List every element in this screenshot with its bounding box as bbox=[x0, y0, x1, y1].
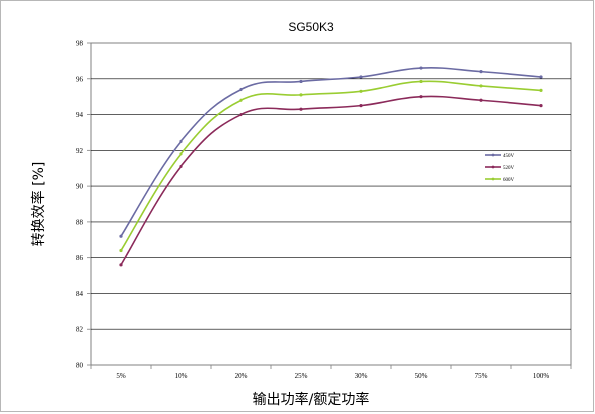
y-tick-label-86: 86 bbox=[76, 254, 84, 262]
data-point-450V-7 bbox=[479, 70, 483, 74]
legend-label-450V: 450V bbox=[503, 154, 515, 159]
data-point-520V-6 bbox=[419, 95, 423, 99]
data-point-450V-1 bbox=[119, 234, 123, 238]
data-point-600V-3 bbox=[239, 98, 243, 102]
data-point-600V-8 bbox=[539, 88, 543, 93]
data-point-450V-4 bbox=[299, 79, 303, 84]
data-point-450V-2 bbox=[179, 139, 183, 143]
y-tick-label-96: 96 bbox=[76, 75, 84, 83]
y-tick-label-98: 98 bbox=[76, 40, 84, 48]
x-axis-title: 输出功率/额定功率 bbox=[253, 391, 370, 408]
y-tick-label-84: 84 bbox=[76, 290, 84, 298]
data-point-450V-3 bbox=[239, 87, 243, 92]
data-point-600V-1 bbox=[119, 248, 123, 253]
data-point-600V-6 bbox=[419, 79, 423, 84]
data-point-520V-7 bbox=[479, 98, 483, 102]
x-tick-label-2: 10% bbox=[175, 372, 188, 380]
data-point-450V-8 bbox=[539, 75, 543, 79]
legend-label-520V: 520V bbox=[503, 166, 515, 171]
y-tick-label-80: 80 bbox=[76, 362, 84, 370]
data-point-450V-6 bbox=[419, 66, 423, 70]
data-point-600V-7 bbox=[479, 84, 483, 88]
y-tick-label-82: 82 bbox=[76, 326, 84, 334]
data-point-520V-5 bbox=[359, 104, 363, 108]
y-tick-labels: 80 82 84 86 88 90 92 94 96 98 bbox=[76, 40, 91, 370]
legend-label-600V: 600V bbox=[503, 178, 515, 183]
data-point-450V-5 bbox=[359, 75, 363, 79]
legend-marker-450V bbox=[491, 153, 495, 157]
data-point-600V-2 bbox=[179, 152, 183, 156]
x-tick-label-1: 5% bbox=[116, 372, 126, 380]
legend-marker-520V bbox=[491, 165, 495, 169]
legend-marker-600V bbox=[491, 177, 495, 181]
y-tick-label-92: 92 bbox=[76, 147, 84, 155]
x-tick-label-7: 75% bbox=[475, 372, 488, 380]
data-point-520V-3 bbox=[239, 112, 243, 117]
y-tick-label-94: 94 bbox=[76, 111, 84, 119]
data-point-520V-1 bbox=[119, 263, 123, 267]
data-point-520V-2 bbox=[179, 164, 183, 169]
grid-lines bbox=[91, 78, 571, 330]
data-point-600V-4 bbox=[299, 93, 303, 97]
x-tick-label-8: 100% bbox=[533, 372, 550, 380]
chart-title: SG50K3 bbox=[288, 20, 334, 34]
y-tick-label-90: 90 bbox=[76, 183, 84, 191]
x-tick-label-4: 25% bbox=[295, 372, 308, 380]
x-tick-label-3: 20% bbox=[235, 372, 248, 380]
data-point-600V-5 bbox=[359, 89, 363, 93]
series-lines bbox=[119, 66, 543, 267]
y-tick-label-88: 88 bbox=[76, 218, 84, 226]
x-tick-label-6: 50% bbox=[415, 372, 428, 380]
x-tick-labels: 5% 10% 20% 25% 30% 50% 75% 100% bbox=[90, 365, 572, 380]
y-axis-title: 转换效率 [%] bbox=[30, 162, 47, 247]
data-point-520V-4 bbox=[299, 107, 303, 111]
plot-area bbox=[90, 42, 572, 366]
legend: 450V 520V 600V bbox=[485, 153, 515, 183]
x-tick-label-5: 30% bbox=[355, 372, 368, 380]
data-point-520V-8 bbox=[539, 104, 543, 108]
